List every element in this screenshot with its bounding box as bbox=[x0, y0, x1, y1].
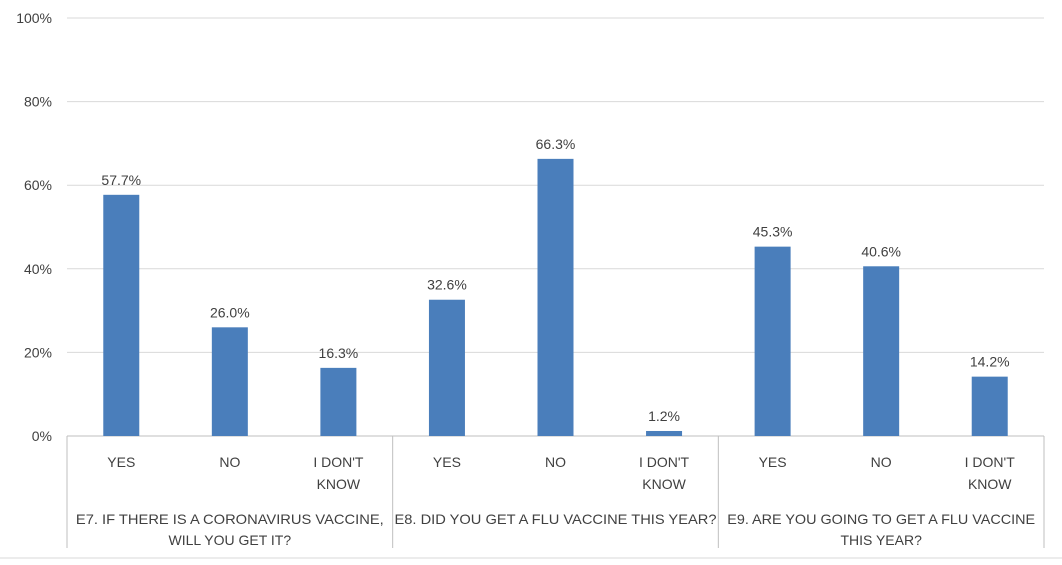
group-label: E8. DID YOU GET A FLU VACCINE THIS YEAR? bbox=[395, 511, 717, 527]
x-category-label: KNOW bbox=[317, 476, 361, 492]
data-label: 26.0% bbox=[210, 304, 250, 320]
group-label: E7. IF THERE IS A CORONAVIRUS VACCINE, bbox=[76, 511, 384, 527]
bar bbox=[971, 376, 1008, 436]
y-tick-label: 100% bbox=[16, 10, 52, 26]
x-category-label: NO bbox=[871, 454, 892, 470]
data-label: 32.6% bbox=[427, 277, 467, 293]
group-label: THIS YEAR? bbox=[840, 532, 922, 548]
x-category-label: I DON'T bbox=[313, 454, 364, 470]
x-category-label: YES bbox=[759, 454, 787, 470]
x-category-label: YES bbox=[433, 454, 461, 470]
bar bbox=[103, 194, 140, 436]
y-tick-label: 40% bbox=[24, 261, 52, 277]
x-category-label: KNOW bbox=[642, 476, 686, 492]
y-tick-label: 80% bbox=[24, 94, 52, 110]
bar bbox=[428, 299, 465, 436]
data-label: 57.7% bbox=[101, 172, 141, 188]
bar bbox=[646, 430, 683, 436]
x-category-label: I DON'T bbox=[965, 454, 1016, 470]
x-category-label: NO bbox=[545, 454, 566, 470]
y-tick-label: 0% bbox=[32, 428, 52, 444]
data-label: 40.6% bbox=[861, 243, 901, 259]
x-category-label: I DON'T bbox=[639, 454, 690, 470]
group-label: E9. ARE YOU GOING TO GET A FLU VACCINE bbox=[727, 511, 1035, 527]
data-label: 66.3% bbox=[536, 136, 576, 152]
data-label: 14.2% bbox=[970, 354, 1010, 370]
x-category-label: NO bbox=[219, 454, 240, 470]
bar bbox=[537, 158, 574, 436]
data-label: 1.2% bbox=[648, 408, 680, 424]
x-category-label: KNOW bbox=[968, 476, 1012, 492]
data-label: 16.3% bbox=[319, 345, 359, 361]
data-label: 45.3% bbox=[753, 224, 793, 240]
bar bbox=[211, 327, 248, 436]
bar bbox=[754, 246, 791, 436]
x-category-label: YES bbox=[107, 454, 135, 470]
y-tick-label: 60% bbox=[24, 177, 52, 193]
bar bbox=[863, 266, 900, 436]
bar bbox=[320, 367, 357, 436]
y-tick-label: 20% bbox=[24, 344, 52, 360]
group-label: WILL YOU GET IT? bbox=[168, 532, 291, 548]
